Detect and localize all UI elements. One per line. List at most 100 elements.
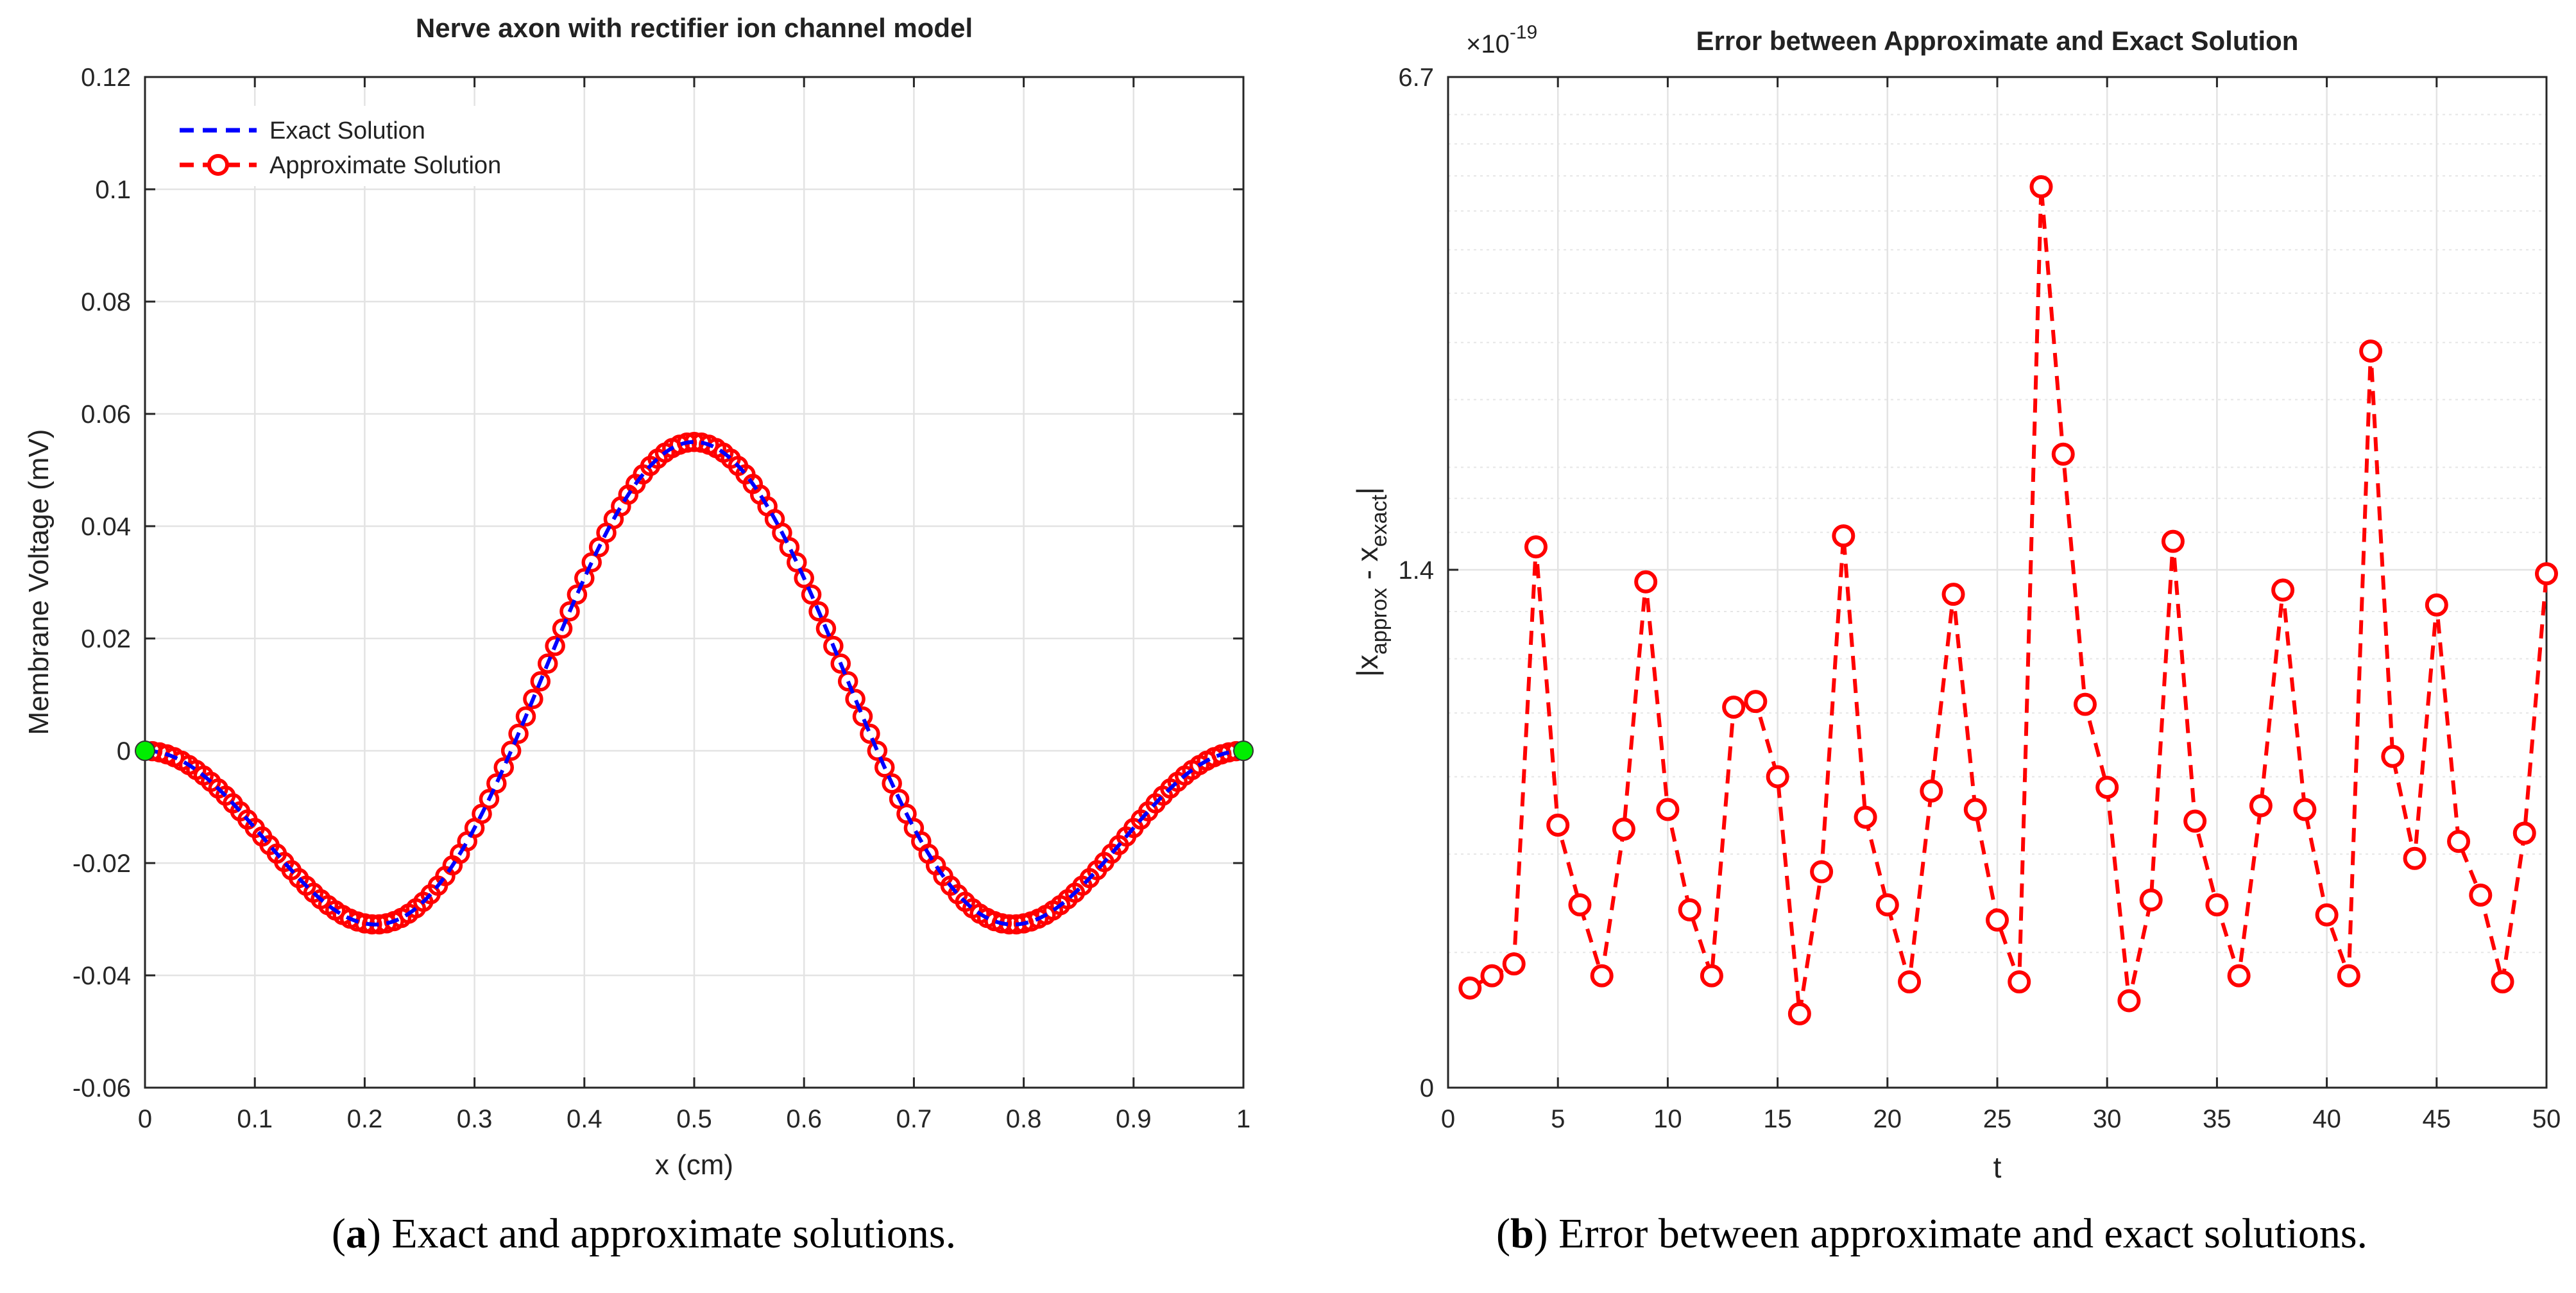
error-point <box>2051 442 2075 466</box>
panel-a-legend: Exact Solution Approximate Solution <box>164 106 575 186</box>
error-point <box>1898 970 1922 994</box>
error-point <box>2491 970 2514 994</box>
caption-a-label: a <box>345 1210 367 1257</box>
panel-b-tick-labels: 0 5 10 15 20 25 30 35 40 45 50 0 1.4 6.7 <box>1398 64 2561 1133</box>
error-point <box>2425 593 2448 617</box>
approximate-point <box>860 723 880 744</box>
approximate-point <box>882 773 902 794</box>
error-point <box>1524 535 1548 559</box>
legend-box <box>164 106 575 186</box>
approximate-point <box>823 635 844 656</box>
error-point <box>2161 529 2185 553</box>
error-point <box>2117 989 2141 1013</box>
approximate-point <box>852 706 873 727</box>
error-point <box>2029 175 2053 199</box>
error-point <box>2381 744 2405 768</box>
error-point <box>1941 583 1965 606</box>
error-point <box>2337 964 2360 988</box>
error-point <box>1744 690 1768 714</box>
error-point <box>1656 798 1680 821</box>
error-point <box>2227 964 2251 988</box>
error-point <box>1480 964 1504 988</box>
y-tick-label: 0.1 <box>95 176 131 204</box>
caption-a-text: Exact and approximate solutions. <box>380 1210 957 1257</box>
approximate-point <box>500 741 522 761</box>
error-point <box>1986 908 2009 932</box>
panel-b-y-exponent-label: ×10-19 <box>1466 22 1537 58</box>
error-point <box>2073 692 2097 716</box>
approximate-point <box>874 757 895 778</box>
panel-a-exact-vs-approximate: 0 0.1 0.2 0.3 0.4 0.5 0.6 0.7 0.8 0.9 1 -0.06 -0.04 -… <box>23 13 1254 1181</box>
approximate-point <box>567 584 588 605</box>
error-point <box>2512 821 2536 845</box>
panel-a-title: Nerve axon with rectifier ion channel mo… <box>416 13 973 43</box>
approximate-point <box>991 913 1012 934</box>
error-point <box>1612 818 1635 841</box>
approximate-point <box>676 432 697 453</box>
x-tick-label: 0.6 <box>786 1105 822 1133</box>
error-point <box>1678 898 1702 921</box>
y-tick-label: 0.08 <box>81 288 131 316</box>
error-point <box>2095 775 2119 799</box>
y-tick-label: 0.04 <box>81 513 131 541</box>
x-tick-label: 0 <box>1441 1105 1455 1133</box>
error-point <box>1787 1002 1811 1025</box>
error-point <box>2293 798 2317 821</box>
error-point <box>1458 976 1482 1000</box>
approximate-point <box>545 635 565 656</box>
x-tick-label: 25 <box>1983 1105 2012 1133</box>
y-tick-label: 0.12 <box>81 64 131 92</box>
error-point <box>2447 830 2471 853</box>
x-tick-label: 0.3 <box>457 1105 493 1133</box>
x-tick-label: 15 <box>1763 1105 1792 1133</box>
y-tick-label: 1.4 <box>1398 556 1434 585</box>
error-point <box>2139 888 2163 912</box>
x-tick-label: 0.5 <box>676 1105 712 1133</box>
approximate-point <box>574 568 595 588</box>
x-tick-label: 0.2 <box>347 1105 383 1133</box>
x-tick-label: 35 <box>2203 1105 2231 1133</box>
y-tick-label: 0.06 <box>81 400 131 429</box>
panel-b-title: Error between Approximate and Exact Solu… <box>1696 26 2299 56</box>
x-tick-label: 30 <box>2093 1105 2122 1133</box>
error-point <box>1766 765 1789 789</box>
x-tick-label: 50 <box>2532 1105 2561 1133</box>
panel-a-y-axis-label: Membrane Voltage (mV) <box>23 429 55 735</box>
error-point <box>1832 524 1855 548</box>
panel-a-series <box>135 432 1254 935</box>
approximate-point <box>830 653 851 674</box>
approximate-point <box>815 618 837 639</box>
boundary-point <box>1233 741 1254 761</box>
approximate-point <box>508 723 529 744</box>
approximate-point <box>523 689 543 709</box>
approximate-point <box>787 552 807 573</box>
x-tick-label: 40 <box>2312 1105 2341 1133</box>
approximate-point <box>837 671 858 692</box>
y-tick-label: -0.02 <box>73 850 131 878</box>
error-point <box>2008 970 2031 994</box>
x-tick-label: 0 <box>138 1105 152 1133</box>
x-tick-label: 0.9 <box>1116 1105 1152 1133</box>
caption-b-label: b <box>1510 1210 1534 1257</box>
approximate-point <box>486 773 507 794</box>
error-point <box>1854 805 1877 829</box>
y-tick-label: 6.7 <box>1398 64 1434 92</box>
caption-a: (a) Exact and approximate solutions. <box>331 1210 957 1257</box>
approximate-point <box>530 671 551 692</box>
panel-a-x-axis-label: x (cm) <box>655 1149 733 1181</box>
y-tick-label: 0.02 <box>81 625 131 653</box>
x-tick-label: 10 <box>1653 1105 1682 1133</box>
approximate-markers <box>135 432 1254 935</box>
x-tick-label: 20 <box>1873 1105 1902 1133</box>
panel-b-error: 0 5 10 15 20 25 30 35 40 45 50 0 1.4 6.7 Error betwee… <box>1351 22 2561 1184</box>
error-point <box>1920 779 1943 803</box>
approximate-point <box>493 757 515 778</box>
legend-exact-label: Exact Solution <box>269 117 425 144</box>
error-point <box>1875 893 1899 917</box>
error-point <box>2315 903 2339 927</box>
error-point <box>1590 964 1614 988</box>
error-point <box>2249 794 2273 818</box>
error-point <box>2359 339 2383 363</box>
approximate-point <box>559 601 580 622</box>
